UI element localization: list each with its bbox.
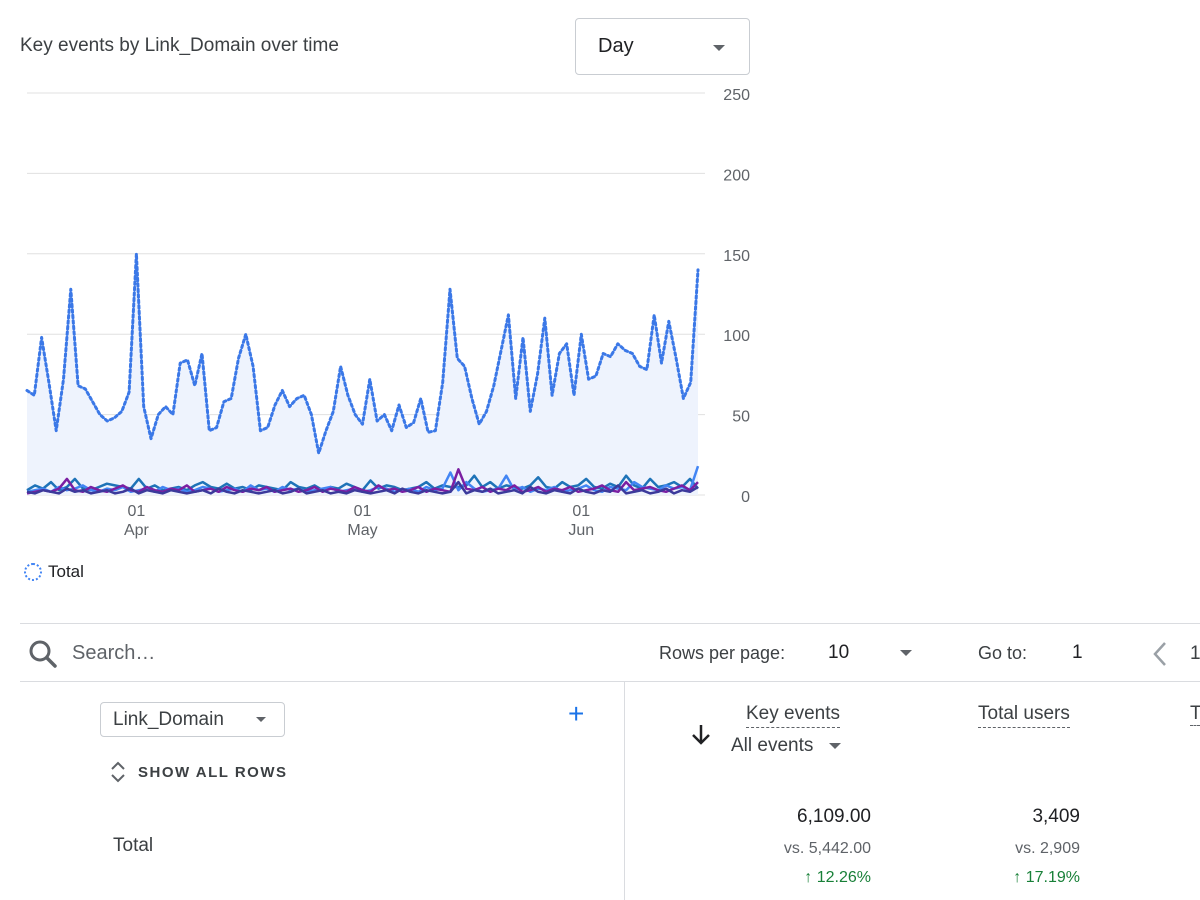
- search-icon[interactable]: [28, 639, 58, 669]
- dimension-select[interactable]: Link_Domain: [100, 702, 285, 737]
- x-tick-month: Jun: [568, 522, 594, 539]
- divider: [20, 623, 1200, 624]
- chart-legend[interactable]: Total: [24, 562, 84, 582]
- caret-down-icon: [900, 650, 912, 656]
- total-area: [27, 253, 698, 495]
- x-tick-day: 01: [572, 503, 590, 520]
- x-tick-day: 01: [354, 503, 372, 520]
- caret-down-icon: [713, 45, 725, 51]
- y-tick-label: 50: [732, 409, 750, 426]
- event-filter-value: All events: [731, 735, 814, 756]
- event-filter-select[interactable]: All events: [731, 735, 842, 757]
- add-dimension-button[interactable]: +: [568, 698, 585, 729]
- arrow-up-icon: ↑: [804, 869, 813, 886]
- y-tick-label: 0: [741, 489, 750, 506]
- total-users: 3,409: [1032, 806, 1080, 827]
- column-divider: [624, 681, 625, 900]
- total-key-events: 6,109.00: [797, 806, 871, 827]
- granularity-select[interactable]: Day: [575, 18, 750, 75]
- rows-per-page-value: 10: [828, 642, 850, 663]
- chart-title: Key events by Link_Domain over time: [20, 35, 339, 56]
- total-row-label: Total: [113, 835, 154, 856]
- dimension-value: Link_Domain: [113, 708, 224, 730]
- change-value: 12.26%: [816, 869, 871, 886]
- caret-down-icon: [829, 743, 842, 749]
- legend-swatch-icon: [24, 563, 42, 581]
- change-value: 17.19%: [1025, 869, 1080, 886]
- arrow-down-icon[interactable]: [690, 722, 712, 746]
- series-line-5: [26, 480, 699, 495]
- search-input[interactable]: [72, 638, 372, 668]
- rows-per-page-label: Rows per page:: [659, 643, 786, 663]
- show-all-rows-label: SHOW ALL ROWS: [138, 763, 288, 781]
- chevron-left-icon[interactable]: [1150, 640, 1170, 668]
- y-tick-label: 250: [723, 87, 750, 104]
- caret-down-icon: [256, 717, 266, 722]
- show-all-rows-button[interactable]: SHOW ALL ROWS: [108, 760, 288, 784]
- divider: [20, 681, 1200, 682]
- change-key-events: ↑ 12.26%: [700, 869, 871, 887]
- column-header-key-events[interactable]: Key events: [746, 703, 840, 728]
- x-tick-month: May: [347, 522, 377, 539]
- go-to-label: Go to:: [978, 643, 1028, 663]
- x-tick-day: 01: [128, 503, 146, 520]
- granularity-value: Day: [598, 35, 634, 57]
- rows-per-page-select[interactable]: 10: [820, 636, 920, 670]
- series-line-total: [25, 252, 700, 455]
- y-tick-label: 100: [723, 328, 750, 345]
- column-header-total-users[interactable]: Total users: [978, 703, 1070, 728]
- x-tick-month: Apr: [124, 522, 150, 539]
- legend-label-total: Total: [48, 562, 84, 581]
- y-tick-label: 150: [723, 248, 750, 265]
- compare-users: vs. 2,909: [1015, 840, 1080, 857]
- compare-key-events: vs. 5,442.00: [783, 840, 871, 857]
- change-users: ↑ 17.19%: [920, 869, 1080, 887]
- arrow-up-icon: ↑: [1013, 869, 1022, 886]
- column-header-cut[interactable]: T: [1190, 703, 1200, 726]
- page-indicator: 1: [1190, 643, 1200, 664]
- unfold-more-icon: [111, 761, 125, 783]
- go-to-page-input[interactable]: [1060, 636, 1120, 670]
- line-chart: 250 200 150 100 50 0 01 Apr 01 May 01 Jun: [25, 87, 750, 539]
- series-line-4: [26, 468, 699, 495]
- y-tick-label: 200: [723, 167, 750, 184]
